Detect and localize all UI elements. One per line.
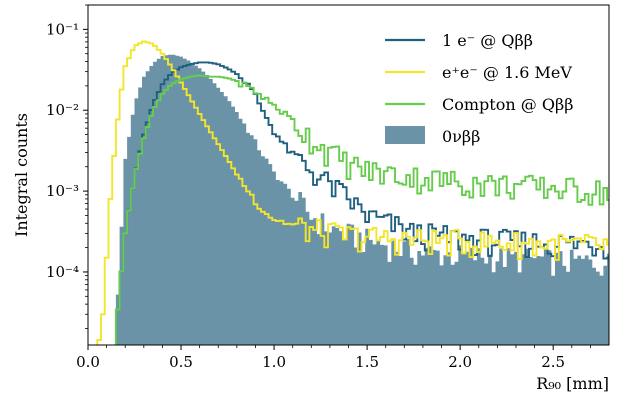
y-axis: 10⁻¹ 10⁻² 10⁻³ 10⁻⁴: [46, 4, 88, 329]
series-line: [114, 61, 609, 345]
y-tick-label: 10⁻³: [46, 182, 79, 200]
series-line: [96, 40, 609, 345]
legend-label: e⁺e⁻ @ 1.6 MeV: [442, 63, 572, 82]
series-line: [114, 74, 609, 345]
legend-label: Compton @ Qββ: [442, 95, 573, 114]
x-tick-label: 0.5: [169, 353, 193, 371]
x-tick-label: 2.5: [541, 353, 565, 371]
x-tick-label: 1.0: [262, 353, 286, 371]
legend: 1 e⁻ @ Qββ e⁺e⁻ @ 1.6 MeV Compton @ Qββ 0νβ…: [385, 31, 573, 146]
legend-label: 1 e⁻ @ Qββ: [442, 31, 533, 50]
series-area: [115, 54, 609, 345]
y-tick-label: 10⁻¹: [46, 20, 79, 38]
x-axis-title: R₉₀ [mm]: [536, 374, 609, 393]
x-axis: 0.0 0.5 1.0 1.5 2.0 2.5: [76, 345, 591, 371]
y-tick-label: 10⁻⁴: [46, 263, 79, 281]
x-tick-label: 1.5: [355, 353, 379, 371]
series-marks: [96, 40, 609, 345]
y-tick-label: 10⁻²: [46, 101, 79, 119]
x-tick-label: 2.0: [448, 353, 472, 371]
x-tick-label: 0.0: [76, 353, 100, 371]
y-axis-title: Integral counts: [12, 113, 31, 237]
legend-swatch: [385, 126, 425, 144]
legend-label: 0νββ: [442, 127, 480, 146]
